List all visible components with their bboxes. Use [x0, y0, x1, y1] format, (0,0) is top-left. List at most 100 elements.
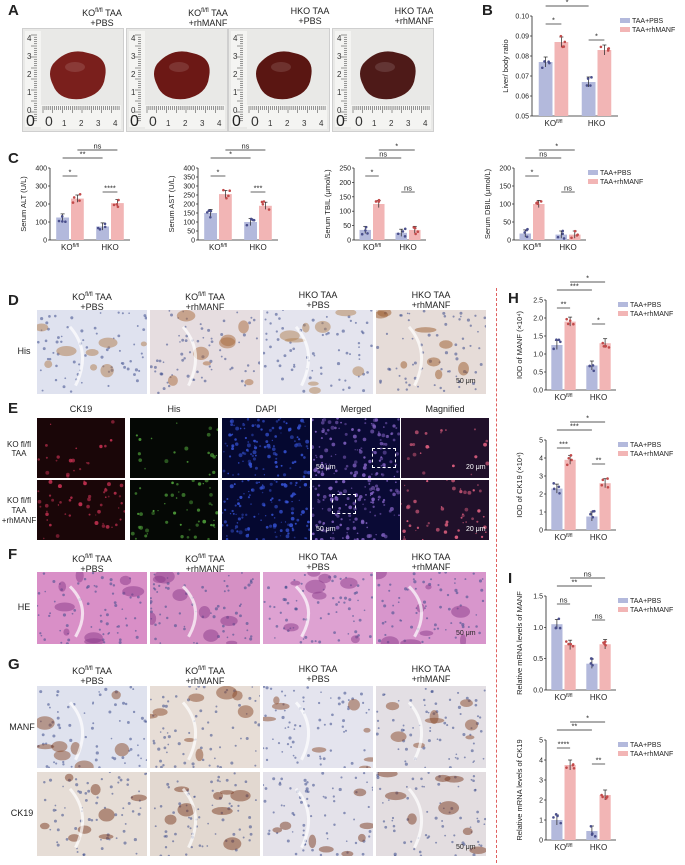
data-point	[209, 215, 212, 219]
data-point	[593, 835, 597, 838]
legend-label: TAA+rhMANF	[600, 179, 643, 186]
y-tick-label: 200	[339, 180, 351, 187]
y-tick-label: 4	[539, 456, 543, 463]
ruler-zero: 0	[336, 113, 345, 130]
y-tick-label: 250	[339, 166, 351, 173]
y-tick-label: 0.07	[515, 74, 529, 81]
bar-rhmanf-kofl	[564, 321, 576, 390]
sig-label: ns	[379, 150, 387, 159]
ruler-v-number: 1	[337, 88, 342, 97]
data-point	[588, 364, 591, 368]
panel-e-tile-r1-c3	[222, 418, 310, 478]
data-point	[607, 346, 611, 349]
panel-letter-h: H	[508, 290, 519, 307]
ruler-h-number: 2	[389, 119, 394, 128]
legend-swatch	[618, 742, 628, 747]
data-point	[412, 226, 416, 229]
panel-f-caption-1: KOfl/fl TAA +PBS	[72, 554, 112, 574]
bar-rhmanf-hko	[599, 343, 611, 390]
data-point	[563, 40, 567, 44]
legend-label: TAA+PBS	[630, 302, 662, 309]
data-point	[559, 34, 563, 38]
y-tick-label: 1	[539, 510, 543, 517]
data-point	[416, 230, 420, 234]
ruler-h-number: 2	[285, 119, 290, 128]
data-point	[588, 364, 592, 368]
data-point	[252, 218, 256, 222]
data-point	[115, 203, 119, 206]
y-tick-label: 0	[347, 238, 351, 245]
data-point	[604, 643, 607, 647]
data-point	[572, 322, 575, 326]
data-point	[562, 237, 566, 240]
legend-swatch	[588, 179, 598, 184]
y-tick-label: 100	[339, 209, 351, 216]
ruler-v-number: 1	[27, 88, 32, 97]
y-axis-label: Serum AST (U/L)	[167, 175, 176, 232]
x-category-label: HKO	[559, 243, 576, 252]
data-point	[557, 338, 561, 342]
ruler-v-number: 1	[131, 88, 136, 97]
x-category-label: HKO	[590, 393, 607, 402]
sig-label: **	[561, 300, 567, 309]
y-axis-label: Liver/ body ratio	[501, 39, 510, 92]
legend-swatch	[618, 607, 628, 612]
data-point	[593, 509, 596, 513]
y-tick-label: 2.5	[533, 298, 543, 305]
data-point	[540, 66, 544, 70]
data-point	[590, 832, 594, 835]
y-tick-label: 350	[183, 175, 195, 182]
ruler-v-number: 2	[131, 70, 136, 79]
y-tick-label: 150	[499, 184, 511, 191]
y-axis-label: Relative mRNA levels of MANF	[515, 591, 524, 695]
data-point	[601, 341, 605, 345]
sig-label: ns	[93, 142, 101, 151]
ruler-v-number: 2	[337, 70, 342, 79]
y-tick-label: 0.0	[533, 688, 543, 695]
legend-label: TAA+PBS	[630, 442, 662, 449]
sig-label: **	[596, 456, 602, 465]
data-point	[565, 463, 569, 467]
sig-label: *	[371, 168, 374, 177]
ruler-v-number: 0	[337, 106, 342, 115]
y-tick-label: 2.0	[533, 316, 543, 323]
data-point	[565, 317, 568, 321]
sig-label: *	[597, 316, 600, 325]
panel-g-row-label-manf: MANF	[9, 722, 35, 732]
x-category-label: KOfl/fl	[555, 693, 573, 702]
panel-d-row-label: His	[17, 346, 31, 356]
panel-f-tile-3	[263, 572, 373, 644]
data-point	[604, 344, 608, 348]
ruler-h-number: 4	[423, 119, 428, 128]
bar-pbs-kofl	[56, 217, 69, 240]
panel-g-caption-2: KOfl/fl TAA +rhMANF	[185, 666, 225, 686]
ruler-v-number: 3	[131, 52, 136, 61]
data-point	[552, 347, 555, 351]
y-tick-label: 0	[539, 528, 543, 535]
data-point	[251, 218, 255, 222]
y-tick-label: 1	[539, 818, 543, 825]
data-point	[117, 198, 120, 202]
panel-e-zoom-box-1	[372, 448, 396, 468]
data-point	[589, 824, 593, 828]
data-point	[572, 767, 576, 770]
data-point	[559, 821, 563, 825]
data-point	[554, 626, 558, 630]
y-tick-label: 0.06	[515, 94, 529, 101]
data-point	[590, 76, 593, 79]
ruler-v-number: 3	[337, 52, 342, 61]
bar-rhmanf-kofl	[564, 644, 576, 690]
panel-e-tile-r2-c3	[222, 480, 310, 540]
panel-e-scale-magnified-1: 20 μm	[466, 464, 486, 471]
panel-d-caption-3: HKO TAA +PBS	[298, 290, 338, 310]
sig-label: ***	[254, 184, 263, 193]
y-tick-label: 0	[507, 238, 511, 245]
sig-label: *	[229, 150, 232, 159]
data-point	[590, 833, 594, 836]
data-point	[360, 232, 364, 236]
legend-label: TAA+PBS	[630, 598, 662, 605]
sig-label: ns	[595, 612, 603, 621]
ruler-zero: 0	[130, 113, 139, 130]
